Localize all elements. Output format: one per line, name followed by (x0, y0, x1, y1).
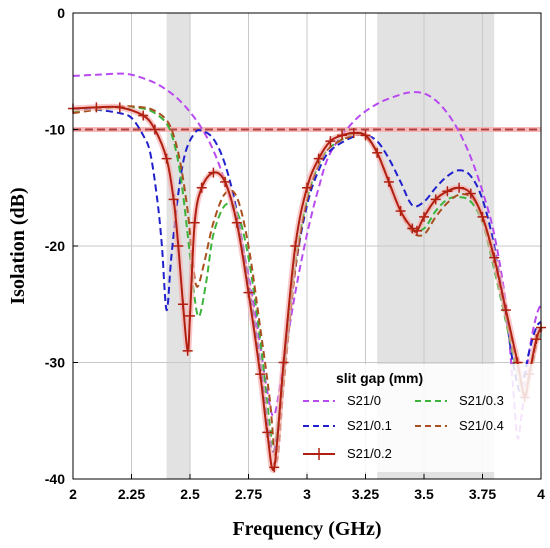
x-tick-label: 2.25 (118, 486, 145, 502)
x-tick-label: 2.75 (235, 486, 262, 502)
legend-label: S21/0 (347, 393, 381, 408)
legend-label: S21/0.4 (459, 418, 504, 433)
x-tick-label: 3 (303, 486, 311, 502)
y-tick-label: -20 (45, 238, 65, 254)
series-s21-0-4 (72, 105, 542, 463)
legend-background (296, 364, 536, 472)
y-tick-label: -30 (45, 355, 65, 371)
legend-label: S21/0.3 (459, 393, 504, 408)
x-tick-label: 2.5 (180, 486, 200, 502)
y-tick-label: -40 (45, 471, 65, 487)
series-s21-0 (72, 72, 542, 440)
y-tick-label: 0 (57, 5, 65, 21)
legend-item: S21/0.4 (415, 418, 504, 433)
series-line (72, 72, 542, 440)
legend-item: S21/0.1 (303, 418, 392, 433)
x-tick-labels: 2 2.25 2.5 2.75 3 3.25 3.5 3.75 4 (69, 474, 545, 502)
legend: slit gap (mm) S21/0 S21/0.3 S21/0.1 S21/0.4… (296, 364, 536, 472)
series-s21-0-2 (68, 102, 546, 473)
series-line (72, 105, 542, 463)
series-lines (68, 72, 546, 473)
legend-label: S21/0.2 (347, 446, 392, 461)
y-tick-label: -10 (45, 122, 65, 138)
x-axis-title: Frequency (GHz) (232, 518, 381, 540)
x-tick-label: 3.25 (352, 486, 379, 502)
legend-label: S21/0.1 (347, 418, 392, 433)
legend-item: S21/0 (303, 393, 381, 408)
legend-item: S21/0.2 (303, 446, 392, 461)
legend-item: S21/0.3 (415, 393, 504, 408)
x-tick-label: 4 (537, 486, 545, 502)
legend-items: S21/0 S21/0.3 S21/0.1 S21/0.4 S21/0.2 (303, 393, 504, 461)
y-tick-labels: 0 -10 -20 -30 -40 (45, 5, 78, 487)
y-axis-title: Isolation (dB) (7, 187, 29, 304)
legend-title: slit gap (mm) (336, 370, 423, 386)
x-tick-label: 2 (69, 486, 77, 502)
x-tick-label: 3.5 (414, 486, 434, 502)
x-tick-label: 3.75 (469, 486, 496, 502)
